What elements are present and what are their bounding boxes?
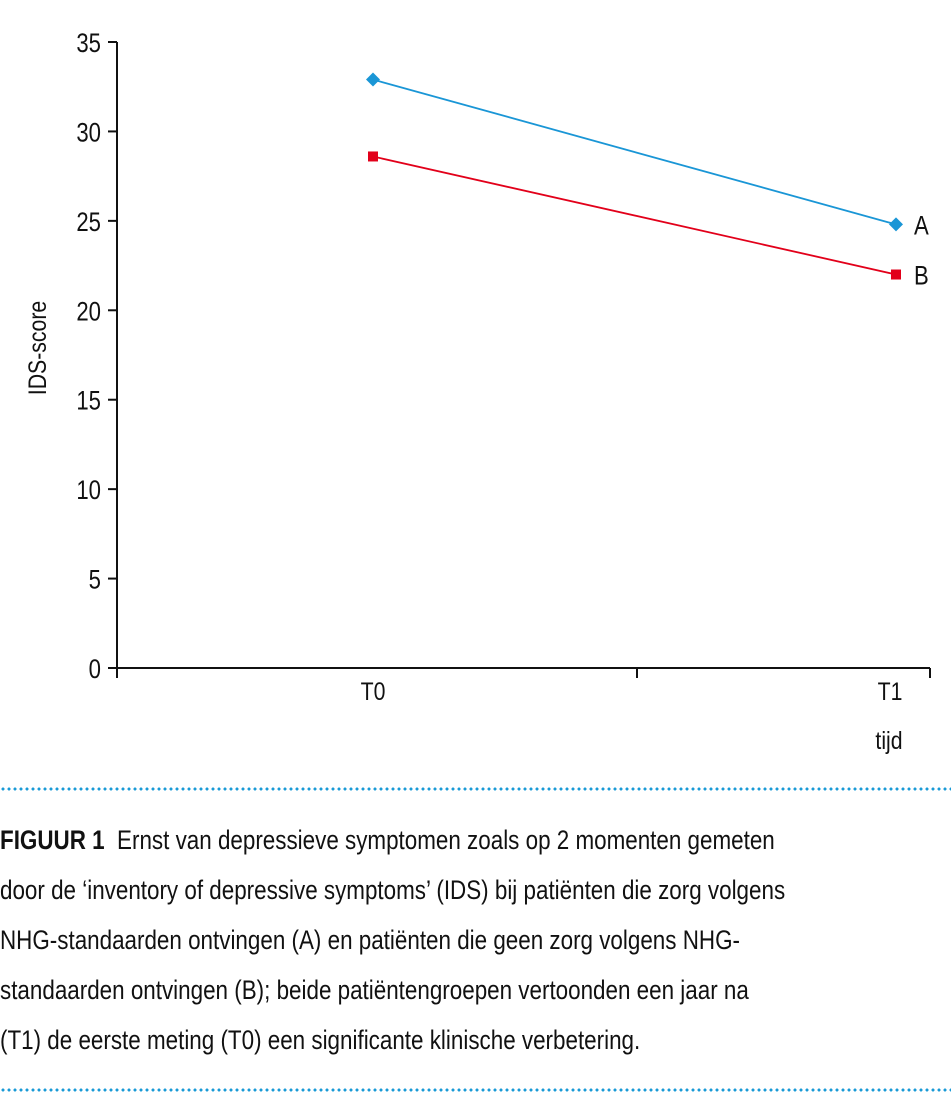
y-tick-label: 5 (89, 566, 101, 596)
caption-label: FIGUUR 1 (0, 825, 105, 855)
data-point-square (891, 269, 901, 280)
y-tick-label: 35 (76, 29, 101, 59)
series-line (372, 155, 897, 276)
divider-top (0, 787, 951, 791)
caption-line: standaarden ontvingen (B); beide patiënt… (0, 975, 749, 1005)
caption-line: NHG-standaarden ontvingen (A) en patiënt… (0, 925, 740, 955)
divider-bottom (0, 1088, 951, 1092)
series-line (372, 78, 897, 226)
y-tick-label: 15 (76, 387, 101, 417)
x-tick-label: T0 (361, 677, 386, 705)
series-label: B (914, 262, 929, 292)
y-tick-label: 30 (76, 118, 101, 148)
x-tick-label: T1 (878, 677, 903, 705)
data-point-diamond (889, 217, 903, 232)
y-tick-label: 0 (89, 655, 101, 685)
y-ticks: 0 5 10 15 20 25 30 35 (76, 29, 117, 685)
x-ticks: T0 T1 (116, 668, 931, 705)
series-layer: AB (366, 72, 929, 291)
caption-text: Ernst van depressieve symptomen zoals op… (117, 825, 775, 855)
data-point-diamond (366, 72, 380, 87)
x-axis-label: tijd (875, 726, 902, 754)
series-B: B (368, 151, 929, 291)
line-chart: 0 5 10 15 20 25 30 35 T0 T1 AB IDS-score tijd (23, 29, 931, 754)
data-point-square (368, 151, 378, 162)
caption-line: door de ‘inventory of depressive symptom… (0, 875, 786, 905)
caption-line: FIGUUR 1 Ernst van depressieve symptomen… (0, 822, 775, 872)
series-label: A (914, 211, 929, 241)
y-tick-label: 25 (76, 208, 101, 238)
y-tick-label: 10 (76, 476, 101, 506)
y-tick-label: 20 (76, 297, 101, 327)
y-axis-label: IDS-score (23, 301, 51, 395)
series-A: A (366, 72, 929, 241)
axes (116, 42, 930, 669)
caption-line: (T1) de eerste meting (T0) een significa… (0, 1025, 641, 1055)
